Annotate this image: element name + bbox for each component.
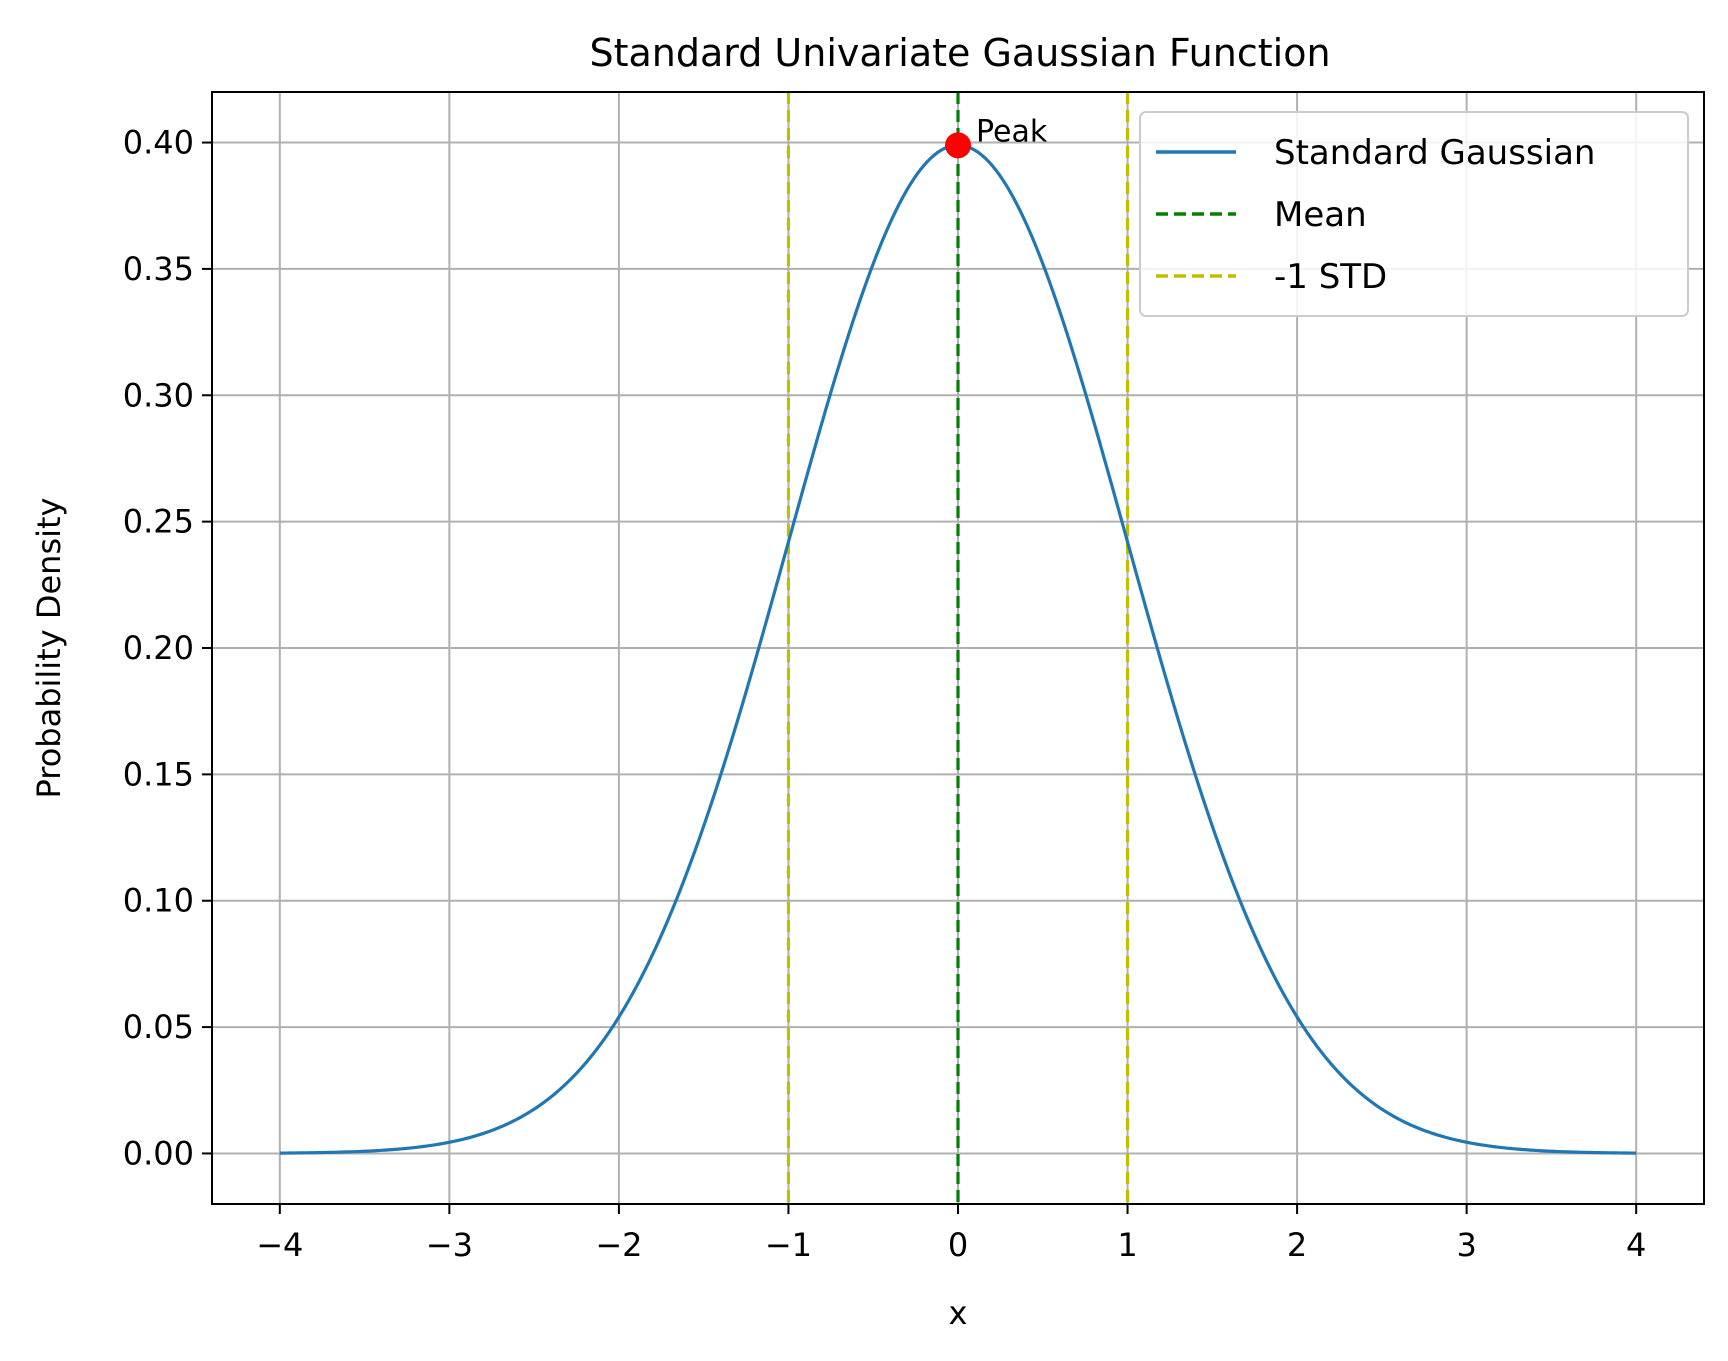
x-tick-label: 3 (1456, 1226, 1476, 1264)
chart-title: Standard Univariate Gaussian Function (589, 31, 1330, 75)
y-tick-label: 0.30 (123, 376, 194, 414)
y-tick-label: 0.40 (123, 124, 194, 162)
y-axis-label: Probability Density (30, 498, 68, 799)
x-tick-label: 2 (1287, 1226, 1307, 1264)
peak-marker (945, 132, 971, 159)
x-tick-label: −1 (765, 1226, 812, 1264)
y-tick-label: 0.35 (123, 250, 194, 288)
legend-label: Standard Gaussian (1274, 133, 1595, 173)
x-tick-label: 0 (948, 1226, 968, 1264)
annotations: Peak (945, 114, 1048, 159)
y-tick-label: 0.20 (123, 629, 194, 667)
x-ticks: −4 −3 −2 −1 0 1 2 3 4 (256, 1204, 1646, 1264)
x-tick-label: −4 (256, 1226, 303, 1264)
x-axis-label: x (949, 1294, 968, 1332)
legend: Standard Gaussian Mean -1 STD (1139, 111, 1689, 317)
x-tick-label: −2 (595, 1226, 642, 1264)
y-tick-label: 0.10 (123, 882, 194, 920)
legend-label: Mean (1274, 195, 1367, 235)
y-ticks: 0.00 0.05 0.10 0.15 0.20 0.25 0.30 0.35 0.40 (123, 124, 212, 1172)
legend-label: -1 STD (1274, 257, 1387, 297)
x-tick-label: 4 (1626, 1226, 1646, 1264)
y-tick-label: 0.15 (123, 755, 194, 793)
y-tick-label: 0.00 (123, 1134, 194, 1172)
vertical-lines (786, 92, 1130, 1204)
legend-box (1139, 111, 1689, 317)
peak-label: Peak (976, 114, 1048, 149)
y-tick-label: 0.05 (123, 1008, 194, 1046)
x-tick-label: −3 (426, 1226, 473, 1264)
x-tick-label: 1 (1117, 1226, 1137, 1264)
y-tick-label: 0.25 (123, 503, 194, 541)
